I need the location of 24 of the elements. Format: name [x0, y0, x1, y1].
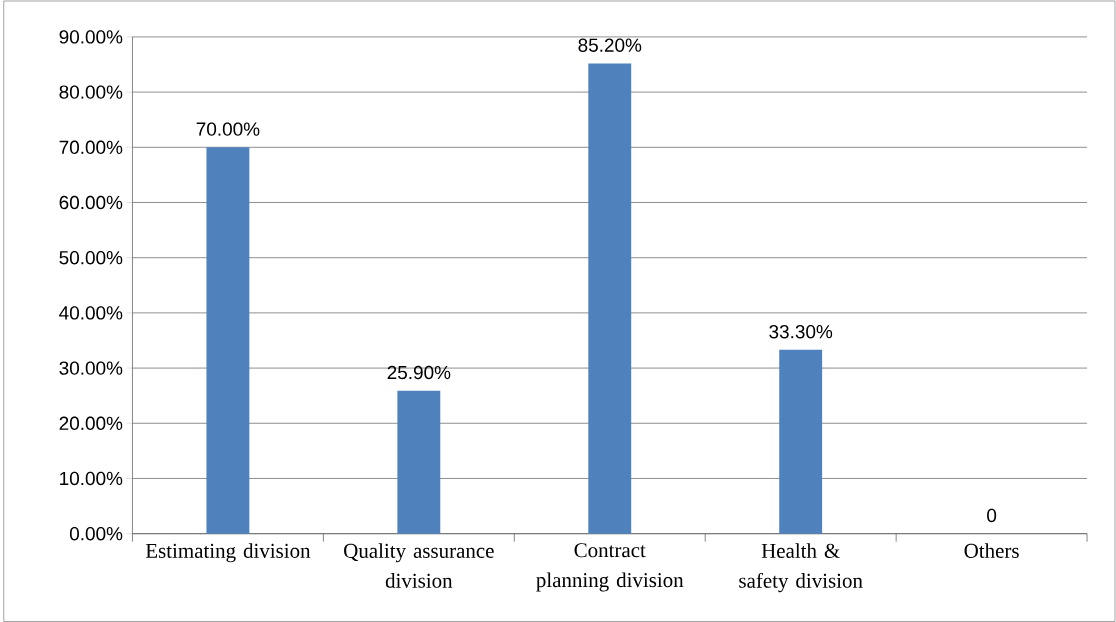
y-tick-label: 60.00%	[59, 195, 123, 209]
y-tick-label: 20.00%	[59, 416, 123, 430]
y-tick-label: 70.00%	[59, 140, 123, 154]
bar	[206, 147, 250, 534]
bar	[779, 349, 823, 534]
data-label: 25.90%	[387, 365, 451, 380]
data-label: 33.30%	[769, 324, 833, 339]
y-tick-label: 80.00%	[59, 85, 123, 99]
bar	[397, 390, 441, 534]
x-tick-label: Health & safety division	[739, 542, 863, 592]
x-tick-label: Others	[964, 542, 1019, 558]
y-tick-label: 50.00%	[59, 250, 123, 265]
data-label: 85.20%	[578, 38, 642, 52]
y-tick-label: 10.00%	[60, 471, 123, 485]
y-tick-label: 30.00%	[59, 361, 123, 375]
x-tick-label: Quality assurance division	[344, 542, 494, 588]
y-tick-label: 0.00%	[69, 526, 123, 541]
data-label: 0	[987, 508, 997, 522]
x-tick-label: Estimating division	[145, 542, 311, 563]
y-tick-label: 90.00%	[59, 29, 123, 44]
x-tick-label: Contract planning division	[536, 542, 684, 592]
data-label: 70.00%	[196, 122, 260, 136]
y-tick-label: 40.00%	[59, 305, 123, 320]
bar	[588, 63, 632, 534]
